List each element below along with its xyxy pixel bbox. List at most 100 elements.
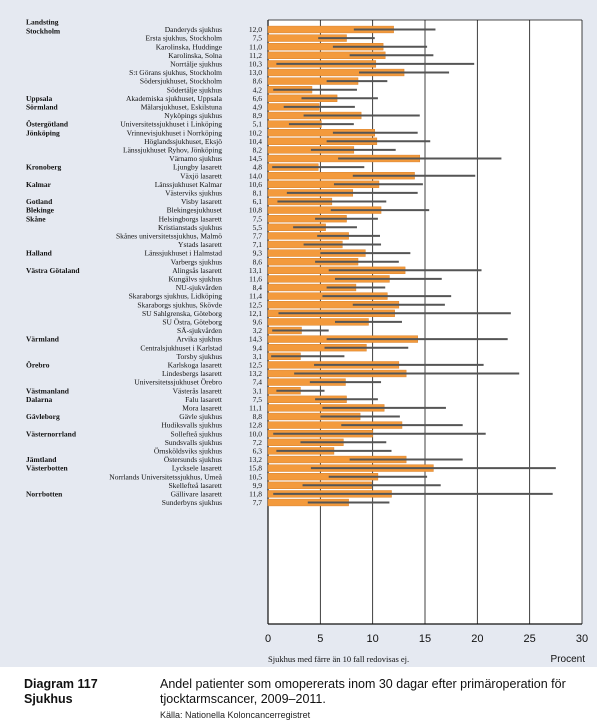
hospital-label: Danderyds sjukhus	[165, 25, 222, 34]
value-label: 9,6	[253, 318, 263, 327]
x-tick-label: 0	[265, 633, 271, 645]
diagram-number: Diagram 117	[24, 677, 98, 691]
value-label: 14,0	[249, 171, 262, 180]
region-label: Dalarna	[26, 395, 53, 404]
hospital-label: Mälarsjukhuset, Eskilstuna	[141, 103, 223, 112]
hospital-label: S:t Görans sjukhus, Stockholm	[129, 68, 222, 77]
x-tick-label: 30	[576, 633, 588, 645]
value-label: 6,6	[253, 94, 263, 103]
value-label: 6,3	[253, 447, 263, 456]
value-label: 5,1	[253, 120, 263, 129]
region-label: Stockholm	[26, 27, 61, 36]
x-axis-label: Procent	[551, 654, 586, 665]
x-tick-label: 20	[471, 633, 483, 645]
x-tick-label: 15	[419, 633, 431, 645]
region-label: Skåne	[26, 214, 46, 223]
hospital-label: Länssjukhuset i Halmstad	[145, 249, 223, 258]
value-label: 15,8	[249, 464, 262, 473]
hospital-label: Lycksele lasarett	[172, 464, 223, 473]
hospital-label: Alingsås lasarett	[172, 266, 223, 275]
value-label: 11,2	[249, 51, 262, 60]
value-label: 8,6	[253, 257, 263, 266]
value-label: 3,1	[253, 386, 263, 395]
hospital-label: Helsingborgs lasarett	[159, 214, 223, 223]
value-label: 12,5	[249, 300, 262, 309]
footnote: Sjukhus med färre än 10 fall redovisas e…	[268, 654, 409, 664]
value-label: 4,8	[253, 163, 263, 172]
region-label: Värmland	[26, 335, 60, 344]
hospital-label: Gällivare lasarett	[171, 490, 223, 499]
hospital-label: SÄ-sjukvården	[177, 326, 222, 335]
diagram-subject: Sjukhus	[24, 692, 73, 706]
region-label: Halland	[26, 249, 53, 258]
hospital-label: Länssjukhuset Ryhov, Jönköping	[123, 146, 222, 155]
diagram-label: Diagram 117 Sjukhus	[24, 677, 98, 707]
region-label: Västerbotten	[26, 464, 68, 473]
hospital-label: NU-sjukvården	[176, 283, 222, 292]
value-label: 5,5	[253, 223, 263, 232]
caption-area: Diagram 117 Sjukhus Andel patienter som …	[0, 667, 597, 727]
value-label: 6,1	[253, 197, 263, 206]
hospital-label: Ystads lasarett	[178, 240, 223, 249]
hospital-label: Ersta sjukhus, Stockholm	[146, 34, 223, 43]
value-label: 4,2	[253, 85, 263, 94]
value-label: 13,1	[249, 266, 262, 275]
hospital-label: Karolinska, Huddinge	[156, 42, 223, 51]
region-label: Blekinge	[26, 206, 55, 215]
value-label: 12,8	[249, 421, 262, 430]
region-label: Västernorrland	[26, 429, 77, 438]
hospital-label: Länssjukhuset Kalmar	[155, 180, 223, 189]
value-label: 3,1	[253, 352, 263, 361]
value-label: 11,1	[249, 404, 262, 413]
value-label: 7,7	[253, 498, 263, 507]
value-label: 11,6	[249, 275, 262, 284]
value-label: 7,1	[253, 240, 263, 249]
hospital-label: Gävle sjukhus	[179, 412, 222, 421]
value-label: 14,3	[249, 335, 262, 344]
hospital-label: Lindesbergs lasarett	[162, 369, 223, 378]
region-label: Jämtland	[26, 455, 57, 464]
region-label: Norrbotten	[26, 490, 63, 499]
hospital-label: Kungälvs sjukhus	[168, 275, 222, 284]
hospital-label: Akademiska sjukhuset, Uppsala	[126, 94, 223, 103]
hospital-label: Visby lasarett	[181, 197, 223, 206]
hospital-label: Sunderbyns sjukhus	[162, 498, 222, 507]
value-label: 13,2	[249, 455, 262, 464]
value-label: 7,4	[253, 378, 263, 387]
value-label: 8,8	[253, 412, 263, 421]
chart-panel: Danderyds sjukhus 12,0 Landsting Stockholm E…	[0, 0, 597, 667]
value-label: 7,5	[253, 214, 263, 223]
hospital-label: Hudiksvalls sjukhus	[161, 421, 222, 430]
hospital-label: Södertälje sjukhus	[167, 85, 222, 94]
hospital-label: Örnsköldsviks sjukhus	[154, 447, 222, 456]
hospital-label: Nyköpings sjukhus	[164, 111, 222, 120]
value-label: 7,2	[253, 438, 263, 447]
hospital-label: Torsby sjukhus	[176, 352, 222, 361]
value-label: 9,3	[253, 249, 263, 258]
value-label: 12,0	[249, 25, 262, 34]
hospital-label: Sollefteå sjukhus	[171, 429, 223, 438]
value-label: 8,6	[253, 77, 263, 86]
hospital-label: Västerås lasarett	[173, 386, 223, 395]
hospital-label: Blekingesjukhuset	[167, 206, 223, 215]
hospital-label: SU Sahlgrenska, Göteborg	[142, 309, 222, 318]
hospital-label: Skaraborgs sjukhus, Skövde	[137, 300, 222, 309]
region-label: Jönköping	[26, 128, 60, 137]
hospital-label: Universitetssjukhuset i Linköping	[120, 120, 222, 129]
source-note: Källa: Nationella Koloncancerregistret	[160, 710, 311, 720]
region-label: Gotland	[26, 197, 53, 206]
value-label: 7,5	[253, 34, 263, 43]
region-label: Östergötland	[26, 120, 69, 129]
value-label: 8,1	[253, 189, 263, 198]
hospital-label: Ljungby lasarett	[173, 163, 223, 172]
hospital-label: Norrtälje sjukhus	[170, 60, 222, 69]
value-label: 12,1	[249, 309, 262, 318]
region-label: Gävleborg	[26, 412, 60, 421]
value-label: 12,5	[249, 361, 262, 370]
x-tick-label: 5	[317, 633, 323, 645]
hospital-label: Sundsvalls sjukhus	[165, 438, 222, 447]
value-label: 14,5	[249, 154, 262, 163]
value-label: 10,5	[249, 472, 262, 481]
region-label: Kalmar	[26, 180, 52, 189]
